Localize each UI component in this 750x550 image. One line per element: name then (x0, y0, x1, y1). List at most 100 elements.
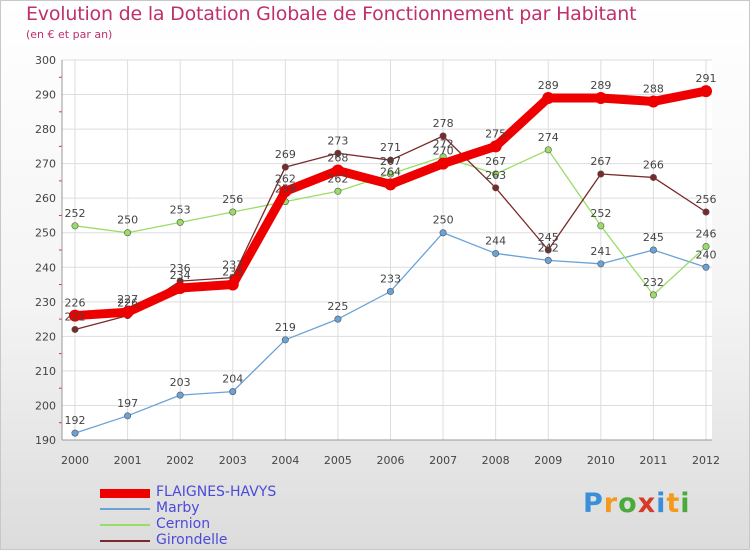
x-tick-label: 2000 (61, 454, 89, 467)
data-point (544, 246, 552, 254)
data-label: 262 (327, 172, 348, 185)
data-point (176, 391, 184, 399)
data-point (544, 146, 552, 154)
y-tick-label: 240 (35, 261, 56, 274)
data-point (226, 278, 239, 291)
logo-letter: r (603, 488, 619, 519)
y-tick-label: 290 (35, 89, 56, 102)
legend-label: Marby (156, 500, 200, 516)
data-point (492, 184, 500, 192)
data-point (69, 309, 81, 322)
data-label: 225 (327, 300, 348, 313)
data-point (121, 306, 134, 319)
y-tick-label: 210 (35, 365, 56, 378)
data-label: 245 (538, 231, 559, 244)
logo-letter: o (618, 488, 638, 519)
series-flaignes-havys (69, 85, 712, 322)
data-point (439, 132, 447, 140)
data-label: 262 (275, 172, 296, 185)
data-point (176, 218, 184, 226)
data-label: 204 (222, 373, 243, 386)
y-tick-label: 250 (35, 227, 56, 240)
data-label: 252 (590, 207, 611, 220)
x-tick-label: 2007 (429, 454, 457, 467)
logo-letter: i (680, 488, 691, 519)
data-point (649, 173, 657, 181)
data-label: 274 (538, 131, 559, 144)
data-label: 219 (275, 321, 296, 334)
data-point (489, 140, 502, 153)
labels-marby: 192 197 203 204 219 225 233 250 244 242 241 245 240 (65, 214, 717, 427)
data-point (492, 170, 500, 178)
data-point (544, 256, 552, 264)
x-tick-label: 2010 (587, 454, 615, 467)
data-label: 246 (696, 228, 717, 241)
data-label: 234 (170, 269, 191, 282)
data-point (384, 178, 397, 191)
data-point (437, 157, 450, 170)
data-label: 237 (222, 259, 243, 272)
data-label: 226 (65, 297, 86, 310)
data-label: 256 (222, 193, 243, 206)
data-point (702, 208, 710, 216)
data-label: 267 (485, 155, 506, 168)
data-point (386, 170, 394, 178)
data-label: 256 (696, 193, 717, 206)
y-tick-label: 300 (35, 54, 56, 67)
data-label: 227 (117, 293, 138, 306)
data-label: 273 (327, 134, 348, 147)
y-tick-label: 260 (35, 192, 56, 205)
data-point (542, 92, 555, 104)
data-label: 270 (433, 145, 454, 158)
x-tick-label: 2002 (166, 454, 194, 467)
legend-swatch (100, 540, 150, 542)
data-point (700, 85, 712, 98)
data-point (334, 315, 342, 323)
legend-swatch (100, 508, 150, 510)
data-label: 197 (117, 397, 138, 410)
data-point (281, 163, 289, 171)
data-point (597, 260, 605, 268)
proxiti-logo: Proxiti (583, 488, 691, 519)
data-label: 222 (65, 310, 86, 323)
data-point (702, 243, 710, 251)
legend-label: Girondelle (156, 532, 228, 548)
chart-title: Evolution de la Dotation Globale de Fonc… (26, 3, 637, 25)
x-tick-label: 2001 (114, 454, 142, 467)
data-point (174, 282, 187, 294)
data-label: 271 (380, 141, 401, 154)
data-label: 263 (485, 169, 506, 182)
x-tick-label: 2006 (377, 454, 405, 467)
data-label: 275 (485, 127, 506, 140)
data-label: 253 (170, 203, 191, 216)
data-point (647, 95, 660, 108)
y-tick-label: 230 (35, 296, 56, 309)
y-tick-label: 200 (35, 399, 56, 412)
data-point (229, 388, 237, 396)
x-tick-label: 2009 (534, 454, 562, 467)
data-label: 250 (117, 214, 138, 227)
x-tick-label: 2004 (271, 454, 299, 467)
data-label: 268 (327, 152, 348, 165)
data-point (334, 187, 342, 195)
data-label: 240 (696, 248, 717, 261)
data-point (229, 208, 237, 216)
data-point (439, 229, 447, 237)
data-label: 192 (65, 414, 86, 427)
data-point (331, 164, 344, 177)
data-label: 241 (590, 245, 611, 258)
data-label: 288 (643, 82, 664, 95)
data-point (386, 156, 394, 164)
data-point (386, 287, 394, 295)
x-tick-label: 2008 (482, 454, 510, 467)
data-point (124, 412, 132, 420)
data-label: 289 (590, 79, 611, 92)
data-label: 278 (433, 117, 454, 130)
data-label: 264 (380, 165, 401, 178)
data-point (649, 246, 657, 254)
x-tick-label: 2005 (324, 454, 352, 467)
series-cernion (71, 146, 710, 299)
